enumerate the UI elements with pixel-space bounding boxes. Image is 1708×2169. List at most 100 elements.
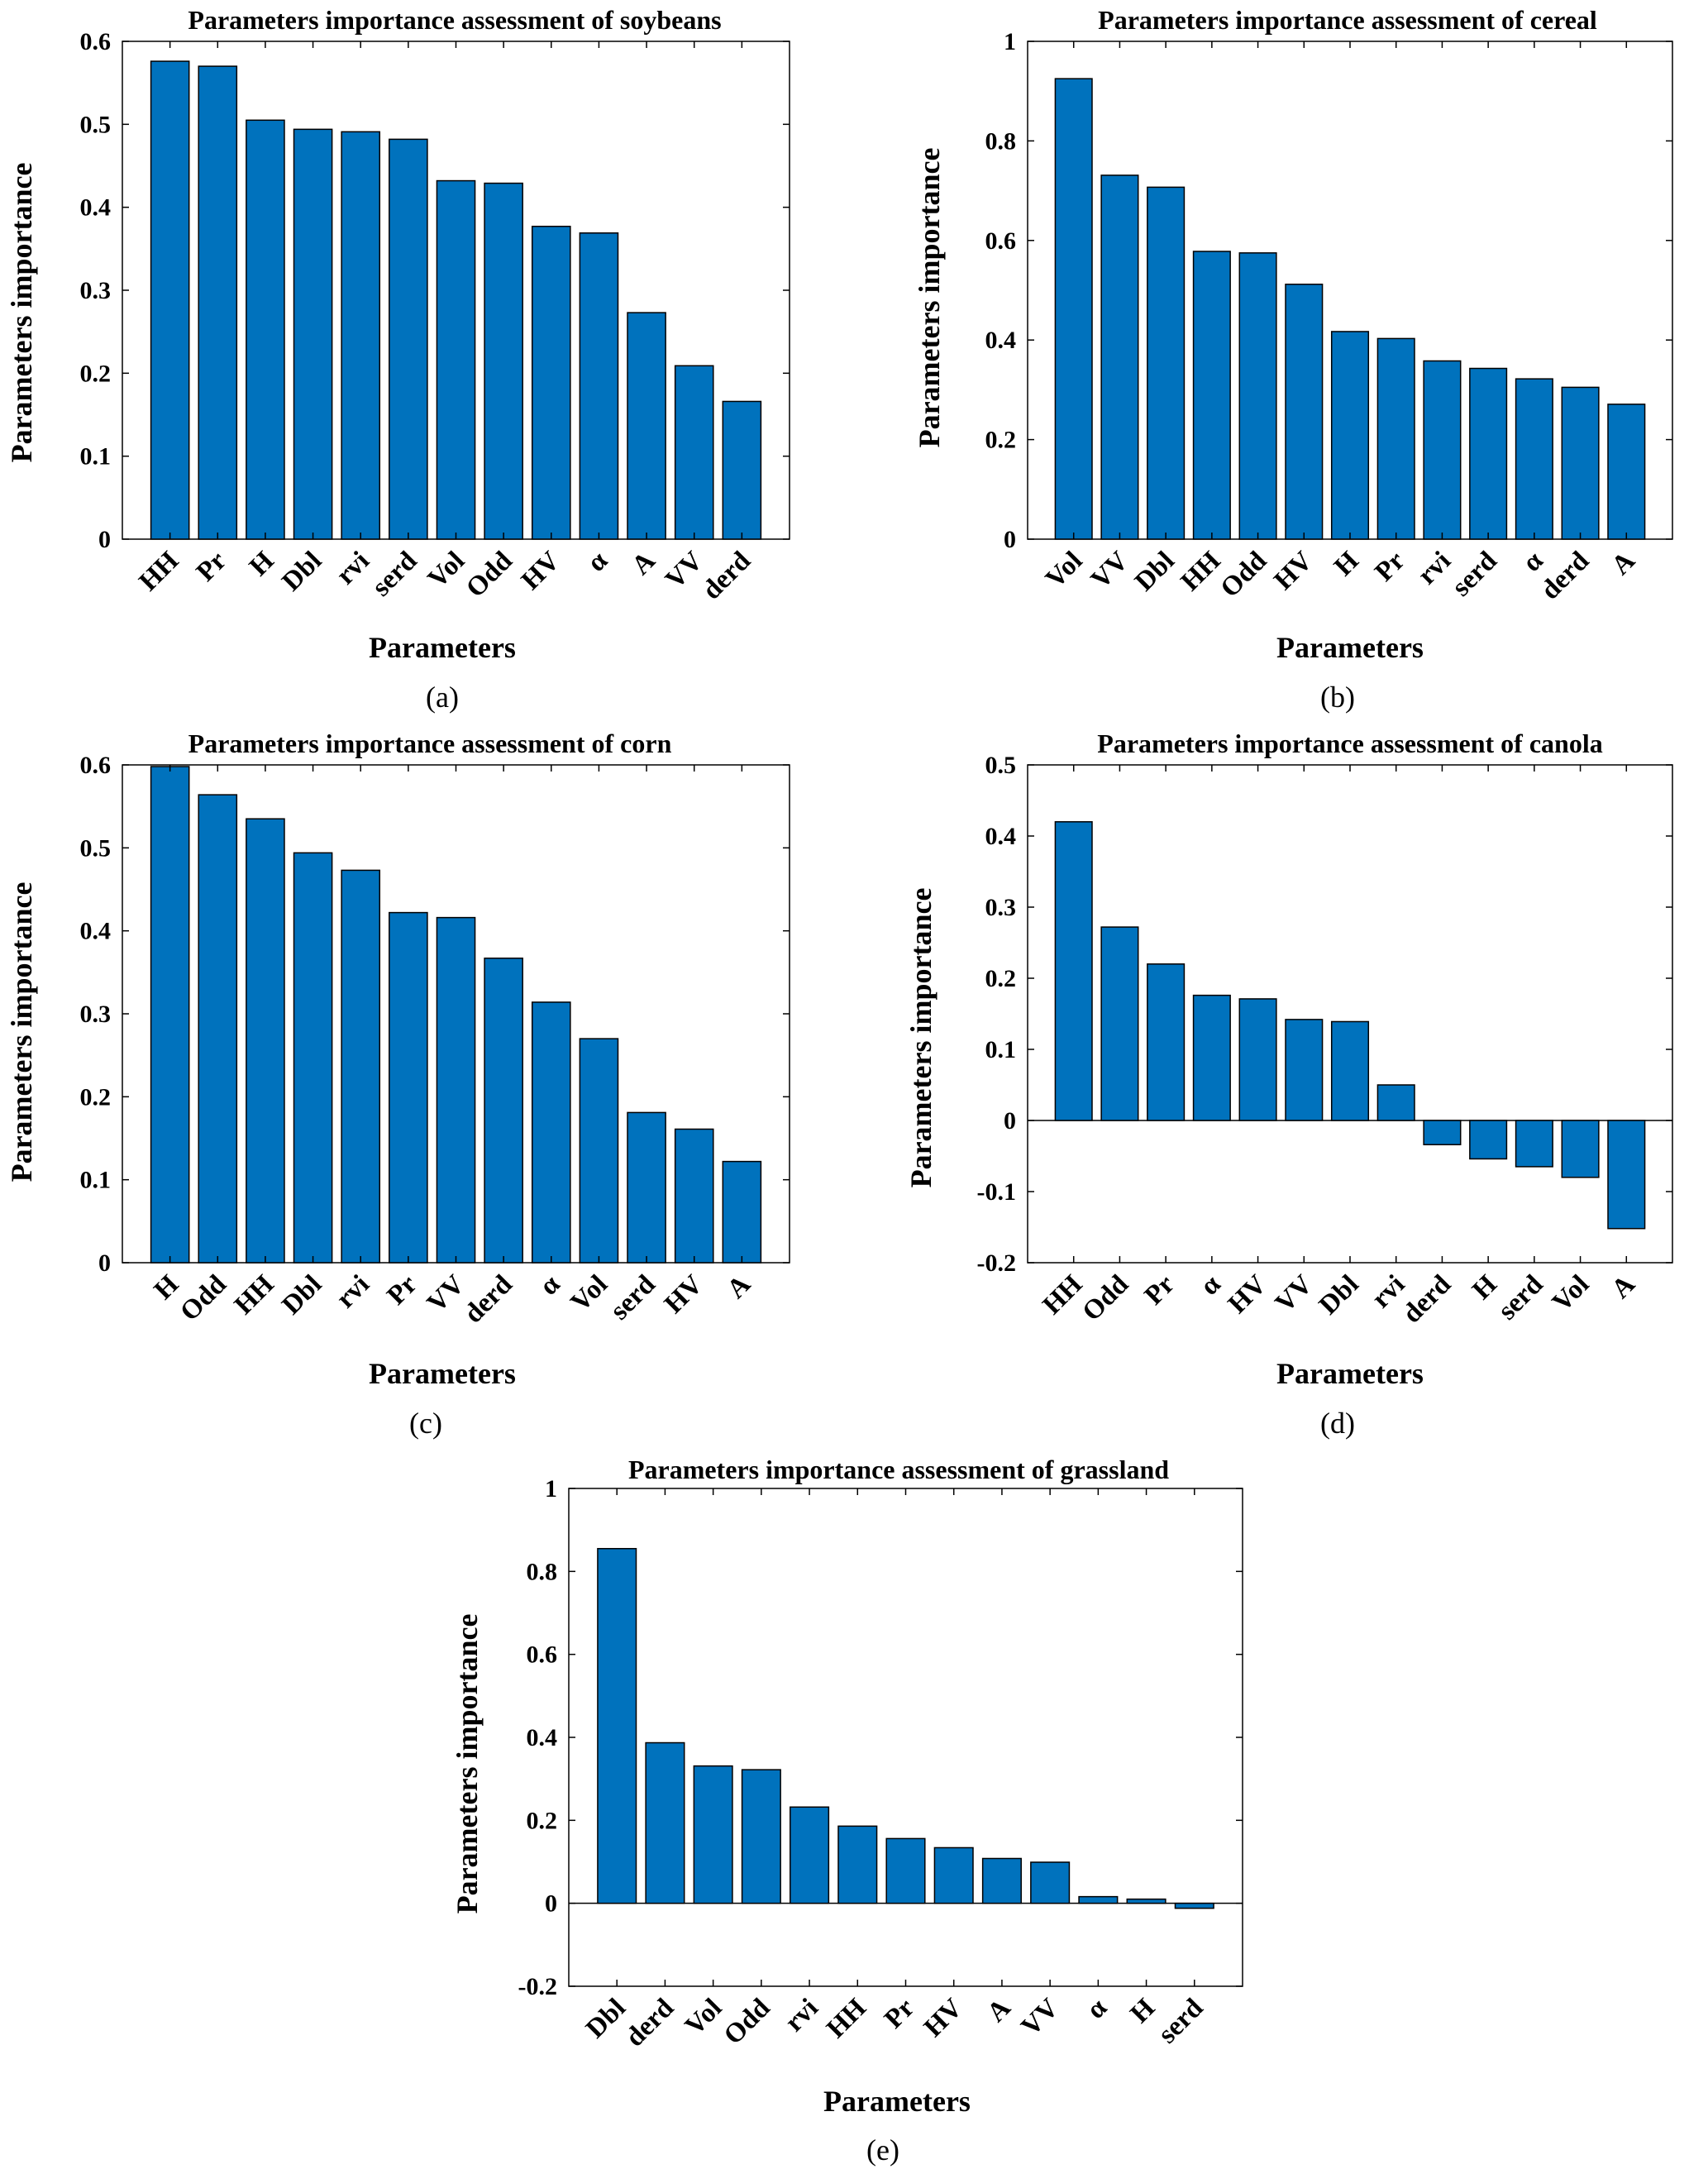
y-axis-label: Parameters importance [451,1614,484,1914]
bar-α [1078,1895,1119,1904]
y-tick-label: 0.1 [985,1036,1017,1063]
y-tick-label: 0.5 [985,752,1017,779]
x-tick-label: serd [604,1269,661,1326]
chart-title: Parameters importance assessment of gras… [628,1455,1169,1484]
x-tick-label: HV [516,546,566,596]
x-tick-label: Vol [422,546,470,594]
panel-label: (b) [1320,681,1355,714]
x-tick-label: HV [1268,546,1319,596]
bar-Dbl [1330,1020,1370,1121]
bar-derd [1561,386,1600,540]
bar-Odd [1238,252,1277,540]
bar-A [722,1160,762,1264]
x-tick-label: α [1081,1993,1114,2025]
bar-serd [389,138,428,540]
x-axis-label: Parameters [1276,631,1424,664]
bar-A [1607,404,1646,540]
y-tick-label: 0.3 [80,277,112,304]
x-tick-label: H [149,1269,185,1306]
x-tick-label: HV [659,1269,709,1320]
y-axis-label: Parameters importance [913,148,946,448]
x-tick-label: A [626,546,661,580]
bar-Odd [1100,926,1139,1121]
x-tick-label: Odd [460,546,518,604]
x-tick-label: HV [1223,1269,1273,1320]
x-tick-label: HH [229,1269,280,1321]
x-tick-label: VV [1270,1269,1319,1318]
x-tick-label: HV [918,1993,969,2043]
y-tick-label: 0.4 [80,194,112,222]
y-tick-label: 0.2 [985,427,1017,454]
bar-derd [645,1741,685,1904]
y-tick-label: 0.6 [80,752,112,779]
y-tick-label: -0.2 [977,1249,1017,1277]
panel-soybeans: Parameters importance assessment of soyb… [5,5,790,714]
y-tick-label: 0 [1004,526,1016,553]
y-tick-label: 0.1 [80,1167,112,1194]
panel-label: (a) [426,681,459,714]
bar-HH [1192,251,1231,540]
bar-HV [1238,998,1277,1121]
bar-HH [1054,821,1093,1121]
x-tick-label: α [1195,1269,1227,1302]
panel-canola: Parameters importance assessment of cano… [904,729,1673,1440]
bar-H [1126,1898,1166,1904]
bar-H [1469,1120,1508,1160]
x-tick-label: Odd [174,1269,232,1327]
x-tick-label: H [1329,546,1365,582]
y-tick-label: 0 [545,1890,557,1918]
x-tick-label: Dbl [1314,1269,1365,1321]
x-tick-label: Vol [1547,1269,1595,1317]
panel-label: (c) [409,1407,442,1440]
bar-serd [1174,1902,1214,1909]
y-tick-label: 0.5 [80,111,112,138]
y-tick-label: 0.6 [80,28,112,55]
x-tick-label: rvi [331,1269,375,1314]
y-tick-label: 0 [1004,1107,1016,1135]
y-tick-label: 0.6 [985,227,1017,255]
y-tick-label: 0.2 [527,1807,558,1834]
x-tick-label: derd [620,1993,680,2052]
bar-Vol [1561,1120,1600,1178]
x-tick-label: serd [1492,1269,1548,1326]
y-tick-label: 0.4 [985,823,1017,850]
x-tick-label: A [981,1993,1016,2028]
bar-H [150,766,190,1264]
y-tick-label: 0.4 [80,918,112,945]
chart-title: Parameters importance assessment of corn [188,729,672,758]
x-tick-label: Vol [565,1269,613,1317]
bar-Pr [885,1837,926,1904]
bar-α [1515,378,1553,540]
y-tick-label: 0.3 [985,894,1017,921]
x-tick-label: α [1517,546,1549,578]
bar-Pr [389,911,428,1264]
x-tick-label: Pr [1139,1269,1181,1311]
bar-HH [150,60,190,540]
plot-frame [568,1488,1243,1987]
bar-Odd [198,794,238,1264]
x-tick-label: serd [366,546,422,602]
chart-title: Parameters importance assessment of cere… [1098,5,1597,35]
y-axis-label: Parameters importance [5,163,38,463]
panel-label: (e) [866,2133,899,2167]
y-tick-label: 0.8 [527,1558,558,1585]
bar-rvi [1376,1084,1415,1121]
x-tick-label: α [582,546,614,578]
y-tick-label: 0.3 [80,1001,112,1028]
bar-rvi [341,131,381,540]
x-tick-label: Dbl [276,1269,327,1321]
bar-HV [933,1847,974,1904]
bar-Odd [741,1769,781,1904]
y-tick-label: 0.4 [527,1724,558,1751]
y-tick-label: 0.2 [80,360,112,387]
bar-Vol [579,1038,619,1264]
bar-Dbl [597,1547,637,1904]
x-tick-label: VV [1085,546,1134,595]
x-tick-label: HH [1176,546,1227,597]
y-tick-label: 0.8 [985,127,1017,155]
bar-rvi [341,869,381,1264]
bar-HV [531,225,571,540]
bar-VV [1100,174,1139,540]
x-axis-label: Parameters [369,631,516,664]
bar-α [1192,994,1231,1121]
